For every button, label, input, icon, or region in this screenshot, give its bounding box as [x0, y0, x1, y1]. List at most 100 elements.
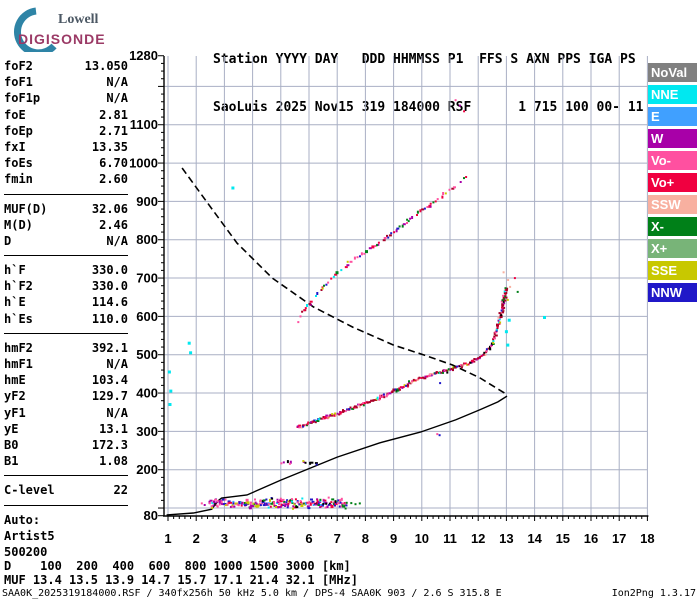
parameter-row: B1 1.08 [4, 453, 128, 469]
parameter-label: Auto: [4, 512, 41, 527]
parameter-label: h`F2 [4, 279, 33, 294]
grid [164, 56, 648, 516]
es-band-scatter [208, 496, 348, 510]
y-tick-label: 80 [144, 508, 158, 523]
x-tick-label: 1 [164, 531, 171, 546]
parameter-label: h`E [4, 295, 26, 310]
parameter-value: 2.81 [99, 107, 128, 122]
parameter-value: 392.1 [91, 340, 128, 355]
parameter-value: 129.7 [91, 389, 128, 404]
parameter-label: h`F [4, 263, 26, 278]
x-tick-label: 18 [640, 531, 654, 546]
y-tick-label: 800 [136, 232, 158, 247]
parameter-row: foEp 2.71 [4, 123, 128, 139]
parameter-row: foF2 13.050 [4, 58, 128, 74]
parameter-label: hmE [4, 373, 26, 388]
parameter-row: foF1p N/A [4, 90, 128, 106]
parameter-row: foE 2.81 [4, 107, 128, 123]
parameter-row: hmE 103.4 [4, 372, 128, 388]
parameter-row: h`F2 330.0 [4, 278, 128, 294]
f-trace-scatter [296, 287, 509, 429]
parameter-label: MUF(D) [4, 201, 48, 216]
parameter-value: 2.46 [99, 217, 128, 232]
y-tick-label: 600 [136, 309, 158, 324]
parameter-value: 13.050 [84, 59, 128, 73]
x-tick-label: 10 [415, 531, 429, 546]
parameter-row: MUF(D) 32.06 [4, 201, 128, 217]
parameter-label: foF1 [4, 75, 33, 90]
parameter-label: foF2 [4, 59, 33, 73]
parameter-row: M(D) 2.46 [4, 217, 128, 233]
legend-item-sse: SSE [648, 261, 697, 280]
legend-item-x: X- [648, 217, 697, 236]
x-tick-label: 12 [471, 531, 485, 546]
x-tick-label: 17 [612, 531, 626, 546]
y-tick-label: 200 [136, 462, 158, 477]
parameter-row: 500200 [4, 544, 128, 560]
x-axis-tick-labels: 1 2 3 4 5 6 7 8 9 10 11 12 13 14 15 16 17 18 [164, 531, 654, 546]
x-tick-label: 5 [277, 531, 284, 546]
parameter-value: 13.1 [99, 421, 128, 436]
parameter-value: 110.0 [91, 311, 128, 326]
parameter-value: 103.4 [91, 373, 128, 388]
measurement-header: Station YYYY DAY DDD HHMMSS P1 FFS S AXN… [213, 20, 643, 148]
parameter-label: M(D) [4, 217, 33, 232]
parameter-value: N/A [106, 233, 128, 248]
parameter-label: B1 [4, 454, 19, 469]
parameter-value: N/A [106, 405, 128, 420]
parameter-label: hmF2 [4, 340, 33, 355]
legend-item-x: X+ [648, 239, 697, 258]
parameter-label: foEp [4, 123, 33, 138]
y-tick-label: 1280 [129, 48, 158, 63]
logo-text-lowell: Lowell [58, 12, 99, 27]
parameter-value: 2.60 [99, 172, 128, 187]
parameter-row: Auto: [4, 512, 128, 528]
parameter-label: fxI [4, 139, 26, 154]
parameter-row: yF2 129.7 [4, 388, 128, 404]
x-tick-label: 7 [334, 531, 341, 546]
parameter-value: 6.70 [99, 156, 128, 171]
x-tick-label: 15 [556, 531, 570, 546]
legend-item-e: E [648, 107, 697, 126]
parameter-label: yF1 [4, 405, 26, 420]
parameter-row: foF1 N/A [4, 74, 128, 90]
y-tick-label: 700 [136, 271, 158, 286]
parameter-label: yE [4, 421, 19, 436]
logo-arc-icon [14, 7, 57, 57]
legend-item-vo: Vo+ [648, 173, 697, 192]
muf-row: MUF 13.4 13.5 13.9 14.7 15.7 17.1 21.4 3… [4, 573, 359, 587]
header-columns-line: Station YYYY DAY DDD HHMMSS P1 FFS S AXN… [213, 52, 636, 67]
y-tick-label: 1100 [130, 117, 158, 132]
y-tick-label: 1000 [129, 156, 158, 171]
x-tick-label: 6 [305, 531, 312, 546]
parameter-label: B0 [4, 437, 19, 452]
lowell-digisonde-logo: Lowell DIGISONDE [6, 4, 156, 57]
parameter-label: 500200 [4, 544, 48, 559]
logo-text-digisonde: DIGISONDE [18, 31, 106, 47]
second-hop-trace-scatter [301, 176, 468, 313]
parameter-value: 2.71 [99, 123, 128, 138]
parameter-row: h`F 330.0 [4, 262, 128, 278]
y-tick-label: 500 [136, 347, 158, 362]
x-tick-label: 4 [249, 531, 257, 546]
legend-item-w: W [648, 129, 697, 148]
parameter-value: 1.08 [99, 454, 128, 469]
parameter-row: Artist5 [4, 528, 128, 544]
parameter-row: fmin 2.60 [4, 171, 128, 187]
y-tick-label: 900 [136, 194, 158, 209]
legend-item-nnw: NNW [648, 283, 697, 302]
x-tick-label: 16 [584, 531, 598, 546]
parameter-label: hmF1 [4, 357, 33, 371]
parameter-value: N/A [106, 75, 128, 90]
noise-specks [167, 99, 546, 506]
parameter-value: N/A [106, 91, 128, 106]
panel-divider [4, 504, 128, 506]
panel-divider [4, 475, 128, 477]
parameter-row: B0 172.3 [4, 437, 128, 453]
parameter-value: 32.06 [91, 201, 128, 216]
x-tick-label: 14 [527, 531, 542, 546]
parameter-label: foEs [4, 156, 33, 171]
file-info: SAA0K_2025319184000.RSF / 340fx256h 50 k… [2, 588, 502, 599]
panel-divider [4, 255, 128, 257]
parameter-row: hmF1 N/A [4, 356, 128, 372]
